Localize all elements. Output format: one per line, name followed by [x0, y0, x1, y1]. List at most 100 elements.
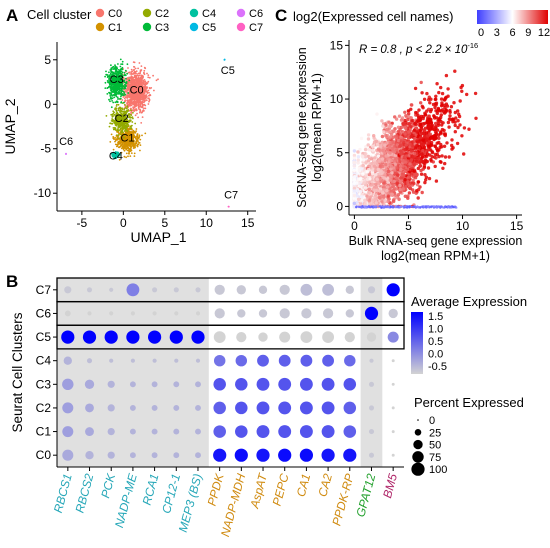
- umap-point: [126, 101, 129, 104]
- c-x-tick-label: 10: [456, 219, 470, 233]
- umap-cluster-label: C7: [224, 190, 238, 202]
- umap-point: [121, 68, 124, 71]
- c-point: [380, 134, 385, 139]
- umap-point: [133, 68, 136, 71]
- umap-point: [130, 88, 133, 91]
- umap-point: [139, 138, 142, 141]
- c-point: [420, 104, 424, 109]
- umap-point: [111, 95, 114, 97]
- umap-x-tick-label: 15: [241, 216, 255, 230]
- umap-point: [127, 155, 129, 158]
- umap-point: [128, 96, 131, 99]
- umap-point: [138, 86, 141, 89]
- c-point: [465, 92, 469, 97]
- umap-point: [141, 75, 143, 78]
- umap-point: [110, 106, 113, 109]
- c-point: [416, 196, 420, 200]
- umap-point: [115, 107, 117, 110]
- c-point: [413, 176, 418, 180]
- legend-dot-c1: [95, 22, 105, 32]
- umap-point: [137, 140, 139, 143]
- c-point: [428, 132, 432, 136]
- c-point: [384, 134, 388, 138]
- c-point: [396, 193, 401, 197]
- umap-point: [120, 95, 122, 98]
- umap-point: [132, 73, 135, 75]
- umap-point: [119, 97, 122, 100]
- umap-point: [137, 88, 140, 91]
- umap-cluster-label: C5: [221, 65, 235, 77]
- umap-point: [118, 87, 121, 90]
- umap-point: [128, 152, 130, 155]
- colorbar-tick-label: 3: [494, 27, 500, 39]
- c-point: [473, 91, 478, 96]
- umap-point: [142, 92, 145, 94]
- umap-point: [131, 97, 134, 100]
- umap-point: [104, 87, 107, 89]
- umap-point: [110, 122, 113, 125]
- umap-x-tick-label: 10: [200, 216, 214, 230]
- umap-point: [110, 133, 113, 136]
- umap-point: [134, 93, 137, 96]
- umap-point: [135, 100, 138, 103]
- umap-point: [130, 149, 132, 152]
- c-x-tick-label: 0: [351, 219, 358, 233]
- umap-point: [134, 74, 136, 77]
- c-point: [417, 108, 421, 112]
- c-point: [453, 123, 457, 128]
- umap-point: [119, 65, 122, 68]
- c-point: [426, 166, 431, 170]
- c-point: [439, 160, 443, 164]
- c-point: [433, 152, 438, 157]
- c-point: [385, 127, 389, 132]
- umap-point: [126, 99, 129, 102]
- umap-point: [139, 144, 142, 147]
- umap-point: [121, 99, 124, 101]
- c-point: [453, 120, 457, 124]
- c-y-tick-label: 0: [336, 199, 343, 213]
- umap-point: [135, 128, 138, 130]
- umap-point: [144, 90, 146, 93]
- umap-point: [223, 58, 226, 61]
- umap-point: [130, 72, 133, 75]
- umap-point: [130, 71, 133, 73]
- umap-point: [116, 67, 118, 70]
- c-point: [426, 98, 431, 102]
- umap-point: [129, 155, 132, 158]
- umap-point: [121, 87, 124, 90]
- umap-point: [117, 142, 120, 145]
- c-point: [409, 173, 414, 177]
- umap-point: [116, 128, 119, 131]
- legend-dot-c5: [189, 22, 199, 32]
- legend-dot-c2: [142, 8, 152, 18]
- umap-point: [148, 97, 150, 100]
- umap-point: [134, 81, 137, 84]
- umap-point: [126, 96, 129, 99]
- umap-point: [135, 78, 138, 80]
- umap-point: [134, 67, 137, 70]
- umap-point: [146, 92, 149, 94]
- umap-point: [128, 79, 131, 82]
- c-point: [437, 154, 441, 159]
- umap-point: [133, 109, 136, 112]
- c-point: [429, 117, 433, 122]
- c-point: [427, 176, 432, 181]
- umap-point: [114, 65, 117, 68]
- umap-point: [149, 93, 151, 96]
- umap-point: [132, 111, 134, 114]
- c-point: [447, 155, 451, 159]
- umap-point: [153, 89, 155, 92]
- umap-y-tick-label: 5: [44, 53, 51, 67]
- c-point: [361, 163, 365, 168]
- c-point: [456, 125, 460, 130]
- c-point: [403, 118, 407, 123]
- umap-x-tick-label: 5: [161, 216, 168, 230]
- umap-point: [138, 91, 141, 93]
- umap-point: [129, 94, 132, 97]
- c-point: [366, 143, 370, 147]
- c-y-tick-label: 10: [330, 92, 344, 106]
- c-point: [373, 156, 377, 160]
- c-point: [439, 85, 443, 90]
- c-point: [460, 134, 464, 138]
- umap-point: [105, 70, 107, 73]
